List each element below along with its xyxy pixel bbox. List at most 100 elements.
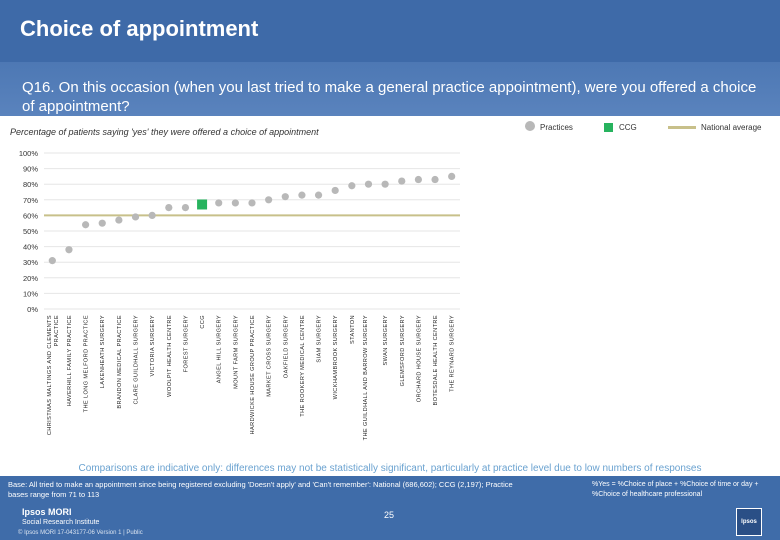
category-label-line: GLEMSFORD SURGERY (400, 315, 406, 386)
category-label: ANGEL HILL SURGERY (217, 315, 223, 383)
category-label-line: HARDWICKE HOUSE GROUP PRACTICE (250, 315, 256, 434)
practice-point (265, 196, 273, 204)
category-label: VICTORIA SURGERY (150, 315, 156, 377)
practice-point (314, 191, 323, 199)
y-tick-label: 80% (23, 180, 38, 189)
category-label: THE GUILDHALL AND BARROW SURGERY (363, 315, 369, 440)
legend-national-marker (668, 126, 696, 129)
category-label: HAVERHILL FAMILY PRACTICE (67, 315, 73, 406)
practice-point (448, 172, 456, 180)
category-label: STANTON (350, 315, 356, 344)
category-label: BOTESDALE HEALTH CENTRE (433, 315, 439, 406)
category-label-line: MARKET CROSS SURGERY (267, 315, 273, 397)
category-label: GLEMSFORD SURGERY (400, 315, 406, 386)
practice-point (281, 193, 289, 201)
category-label-line: ANGEL HILL SURGERY (217, 315, 223, 383)
category-label-line: VICTORIA SURGERY (150, 315, 156, 377)
practice-point (248, 199, 256, 207)
practice-point (348, 182, 356, 190)
practice-point (48, 257, 56, 265)
question-text: Q16. On this occasion (when you last tri… (22, 79, 757, 115)
legend-practice-marker (525, 121, 535, 131)
y-tick-label: 50% (23, 227, 38, 236)
page-number: 25 (384, 510, 395, 520)
legend-national-label: National average (701, 123, 762, 132)
category-label-line: LAKENHEATH SURGERY (100, 315, 106, 388)
category-label-line: WOOLPIT HEALTH CENTRE (167, 315, 173, 397)
practice-point (398, 177, 406, 185)
footer-band (0, 476, 780, 540)
practice-point (231, 199, 239, 207)
practice-point (115, 216, 123, 224)
y-tick-label: 20% (23, 274, 38, 283)
legend-practices-label: Practices (540, 123, 573, 132)
practice-point (364, 180, 373, 188)
category-label: LAKENHEATH SURGERY (100, 315, 106, 388)
practice-point (98, 219, 106, 227)
practice-point (148, 211, 156, 219)
y-tick-label: 70% (23, 196, 38, 205)
category-label: THE ROOKERY MEDICAL CENTRE (300, 315, 306, 417)
category-label: WICKHAMBROOK SURGERY (333, 315, 339, 399)
title-band (0, 0, 780, 62)
logo-line-2: Social Research Institute (22, 519, 100, 526)
category-label-line: CCG (200, 315, 206, 329)
legend-ccg-marker (604, 123, 613, 132)
category-label-line: SWAN SURGERY (383, 315, 389, 366)
ccg-point (197, 199, 208, 210)
category-label-line: FOREST SURGERY (183, 315, 189, 372)
practice-point (65, 246, 73, 254)
ipsos-logo-badge: Ipsos (736, 508, 762, 536)
copyright: © Ipsos MORI 17-043177-06 Version 1 | Pu… (18, 530, 143, 536)
y-tick-label: 60% (23, 211, 38, 220)
category-label-line: THE GUILDHALL AND BARROW SURGERY (363, 315, 369, 440)
practice-point (414, 175, 422, 184)
practice-point (82, 221, 90, 229)
practice-point (165, 204, 173, 212)
chart-subtitle: Percentage of patients saying 'yes' they… (10, 127, 319, 137)
practice-point (431, 175, 439, 184)
practice-point (131, 213, 140, 221)
practice-point (298, 191, 306, 199)
category-label: ORCHARD HOUSE SURGERY (416, 315, 422, 402)
category-label-line: THE ROOKERY MEDICAL CENTRE (300, 315, 306, 417)
category-label: CLARE GUILDHALL SURGERY (134, 315, 140, 404)
category-label-line: OAKFIELD SURGERY (283, 315, 289, 378)
disclaimer: Comparisons are indicative only: differe… (78, 463, 702, 474)
category-label: CHRISTMAS MALTINGS AND CLEMENTSPRACTICE (47, 315, 60, 435)
category-label-line: BRANDON MEDICAL PRACTICE (117, 315, 123, 409)
category-label-line: CHRISTMAS MALTINGS AND CLEMENTS (47, 315, 53, 435)
practice-point (381, 180, 389, 188)
practice-point (181, 204, 190, 212)
category-label-line: THE LONG MELFORD PRACTICE (84, 315, 90, 412)
category-label-line: ORCHARD HOUSE SURGERY (416, 315, 422, 402)
category-label: THE REYNARD SURGERY (450, 315, 456, 392)
category-label: HARDWICKE HOUSE GROUP PRACTICE (250, 315, 256, 434)
category-label-line: PRACTICE (54, 315, 60, 346)
category-label: SWAN SURGERY (383, 315, 389, 366)
y-tick-label: 10% (23, 289, 38, 298)
category-label: MARKET CROSS SURGERY (267, 315, 273, 397)
logo-line-1: Ipsos MORI (22, 507, 72, 517)
choice-of-appointment-chart: 0% 10% 20% 30% 40% 50% 60% 70% 80% 90% 100% CHRISTM… (19, 149, 460, 440)
category-label-line: CLARE GUILDHALL SURGERY (134, 315, 140, 404)
practice-point (215, 199, 223, 207)
ipsos-mori-logo: Ipsos MORI Social Research Institute (22, 508, 99, 527)
category-label: SIAM SURGERY (317, 315, 323, 363)
yes-definition-note: %Yes = %Choice of place + %Choice of tim… (592, 481, 759, 498)
legend-ccg-label: CCG (619, 123, 637, 132)
category-label: THE LONG MELFORD PRACTICE (84, 315, 90, 412)
y-tick-label: 30% (23, 258, 38, 267)
category-label: OAKFIELD SURGERY (283, 315, 289, 378)
category-label: BRANDON MEDICAL PRACTICE (117, 315, 123, 409)
question-band (0, 62, 780, 116)
category-label-line: THE REYNARD SURGERY (450, 315, 456, 392)
y-tick-label: 0% (27, 305, 38, 314)
category-label: FOREST SURGERY (183, 315, 189, 372)
category-label-line: STANTON (350, 315, 356, 344)
category-label-line: SIAM SURGERY (317, 315, 323, 363)
practice-point (331, 186, 339, 195)
base-note: Base: All tried to make an appointment s… (8, 480, 513, 499)
category-label: MOUNT FARM SURGERY (233, 315, 239, 389)
ccg-category-label: CCG (200, 315, 206, 329)
